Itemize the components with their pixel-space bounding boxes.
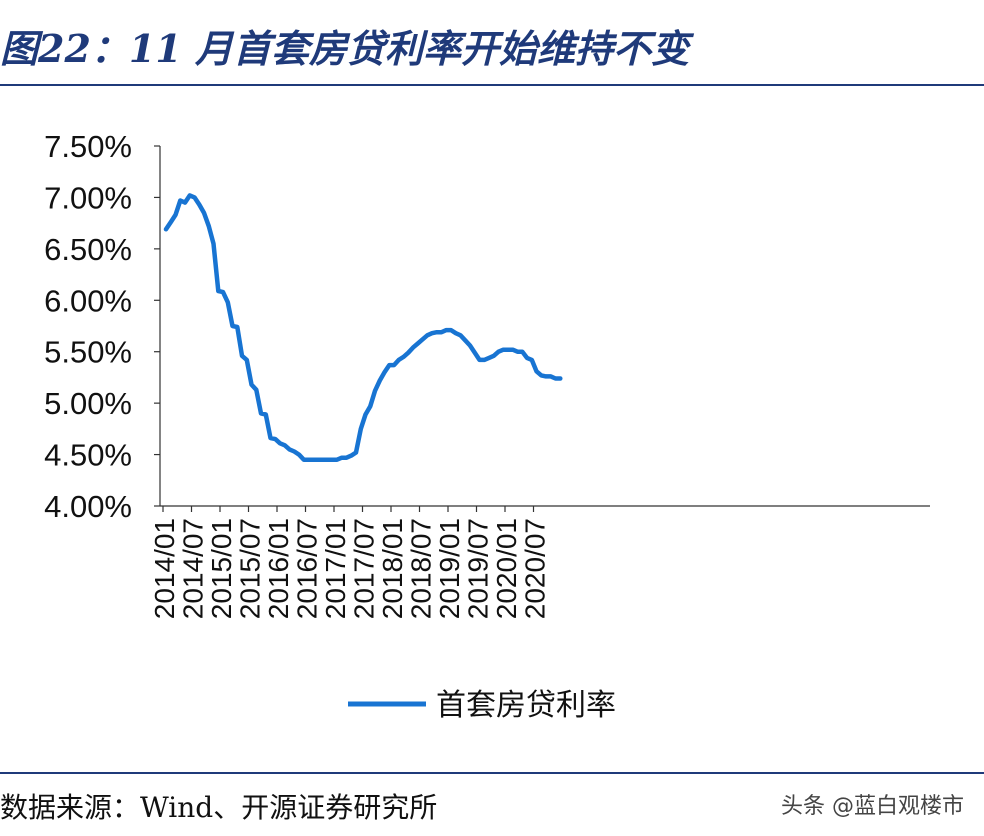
bottom-divider <box>0 772 984 774</box>
y-tick-label: 4.50% <box>44 438 132 473</box>
x-tick-label: 2017/07 <box>349 518 380 619</box>
x-tick-label: 2014/07 <box>178 518 209 619</box>
x-tick-label: 2019/01 <box>434 518 465 619</box>
x-tick-label: 2014/01 <box>149 518 180 619</box>
line-chart: 4.00% 4.50% 5.00% 5.50% 6.00% 6.50% 7.00% 7.50%… <box>44 129 930 723</box>
series-line <box>163 193 563 462</box>
legend-label: 首套房贷利率 <box>436 688 616 723</box>
x-tick-label: 2016/07 <box>292 518 323 619</box>
x-tick-label: 2020/01 <box>491 518 522 619</box>
x-tick-label: 2019/07 <box>463 518 494 619</box>
x-tick-label: 2018/07 <box>406 518 437 619</box>
y-tick-label: 6.00% <box>44 283 132 318</box>
y-tick-label: 5.50% <box>44 335 132 370</box>
watermark: 头条 @蓝白观楼市 <box>781 794 964 819</box>
y-tick-label: 4.00% <box>44 489 132 524</box>
x-tick-label: 2018/01 <box>377 518 408 619</box>
y-tick-label: 7.50% <box>44 129 132 164</box>
x-tick-label: 2016/01 <box>263 518 294 619</box>
page-title: 图22：11 月首套房贷利率开始维持不变 <box>0 26 689 71</box>
y-tick-label: 7.00% <box>44 180 132 215</box>
top-divider <box>0 84 984 86</box>
source-note: 数据来源：Wind、开源证券研究所 <box>0 791 438 824</box>
x-tick-label: 2015/07 <box>235 518 266 619</box>
y-tick-label: 6.50% <box>44 232 132 267</box>
x-tick-label: 2020/07 <box>520 518 551 619</box>
y-tick-label: 5.00% <box>44 386 132 421</box>
x-tick-label: 2017/01 <box>320 518 351 619</box>
x-tick-label: 2015/01 <box>206 518 237 619</box>
